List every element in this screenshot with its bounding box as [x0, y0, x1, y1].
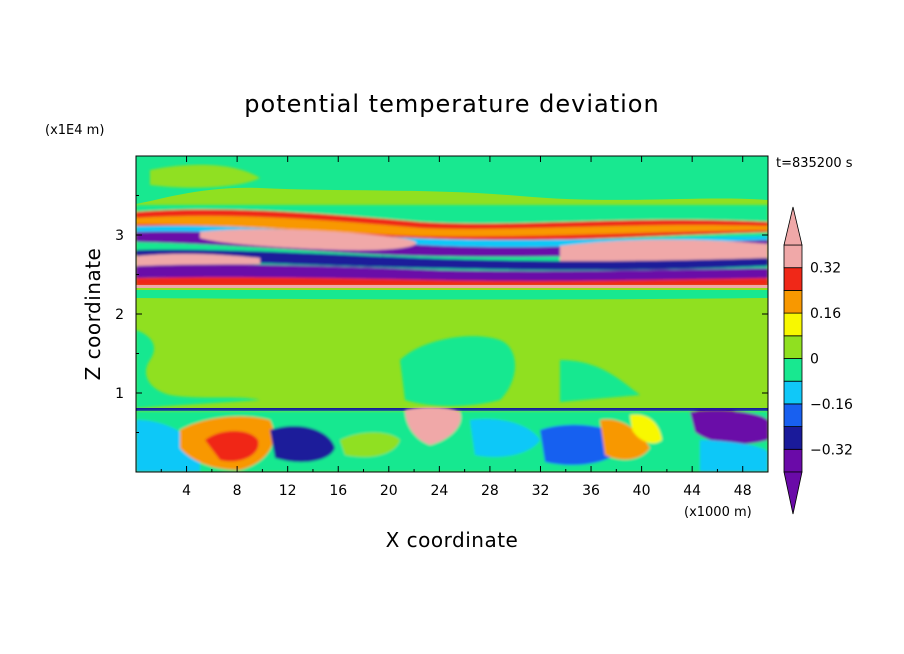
x-tick-label: 4: [182, 483, 191, 499]
colorbar-extend-bottom: [783, 471, 803, 515]
y-tick-label: 1: [115, 386, 124, 402]
colorbar-segment: [783, 267, 803, 291]
colorbar-segment: [783, 335, 803, 359]
field-stratosphere-green: [136, 156, 768, 204]
x-tick-label: 8: [233, 483, 242, 499]
field-upper-lime: [150, 164, 260, 188]
x-tick-label: 32: [532, 483, 550, 499]
plot-area: [136, 156, 768, 472]
colorbar-segment: [783, 403, 803, 427]
colorbar-extend-top: [783, 206, 803, 246]
colorbar: 0.32 0.16 0 −0.16 −0.32: [783, 206, 853, 515]
x-axis: 4 8 12 16 20 24 28 32 36 40 44 48: [160, 156, 752, 499]
field-mid-green-center: [400, 336, 515, 406]
field-mid-green-right: [560, 360, 640, 402]
time-label: t=835200 s: [776, 156, 853, 171]
x-tick-label: 44: [683, 483, 701, 499]
x-tick-label: 20: [380, 483, 398, 499]
field-boundary-layer: [136, 407, 768, 472]
chart-title: potential temperature deviation: [244, 90, 659, 118]
y-tick-label: 2: [115, 307, 124, 323]
x-unit-label: (x1000 m): [684, 505, 752, 520]
colorbar-segment: [783, 448, 803, 473]
colorbar-tick-label: −0.32: [810, 442, 853, 458]
colorbar-tick-label: 0.32: [810, 261, 841, 277]
x-tick-label: 24: [430, 483, 448, 499]
colorbar-segment: [783, 244, 803, 269]
colorbar-segment: [783, 426, 803, 450]
x-tick-label: 36: [582, 483, 600, 499]
colorbar-tick-label: 0: [810, 352, 819, 368]
field-upper-waves: [136, 205, 768, 286]
colorbar-segment: [783, 312, 803, 337]
field-tropopause-line: [136, 285, 768, 288]
x-tick-label: 16: [329, 483, 347, 499]
y-axis: 1 2 3: [115, 195, 768, 433]
colorbar-segment: [783, 289, 803, 314]
x-axis-label: X coordinate: [386, 528, 519, 552]
x-tick-label: 12: [279, 483, 297, 499]
field-mid-green-band: [136, 290, 768, 300]
x-tick-label: 40: [633, 483, 651, 499]
y-axis-label: Z coordinate: [81, 248, 105, 381]
x-tick-label: 48: [734, 483, 752, 499]
field-mid-green-left: [136, 330, 260, 408]
colorbar-tick-label: −0.16: [810, 397, 853, 413]
colorbar-tick-label: 0.16: [810, 306, 841, 322]
x-tick-label: 28: [481, 483, 499, 499]
colorbar-segment: [783, 380, 803, 405]
colorbar-segment: [783, 358, 803, 382]
y-tick-label: 3: [115, 228, 124, 244]
y-unit-label: (x1E4 m): [45, 123, 104, 138]
